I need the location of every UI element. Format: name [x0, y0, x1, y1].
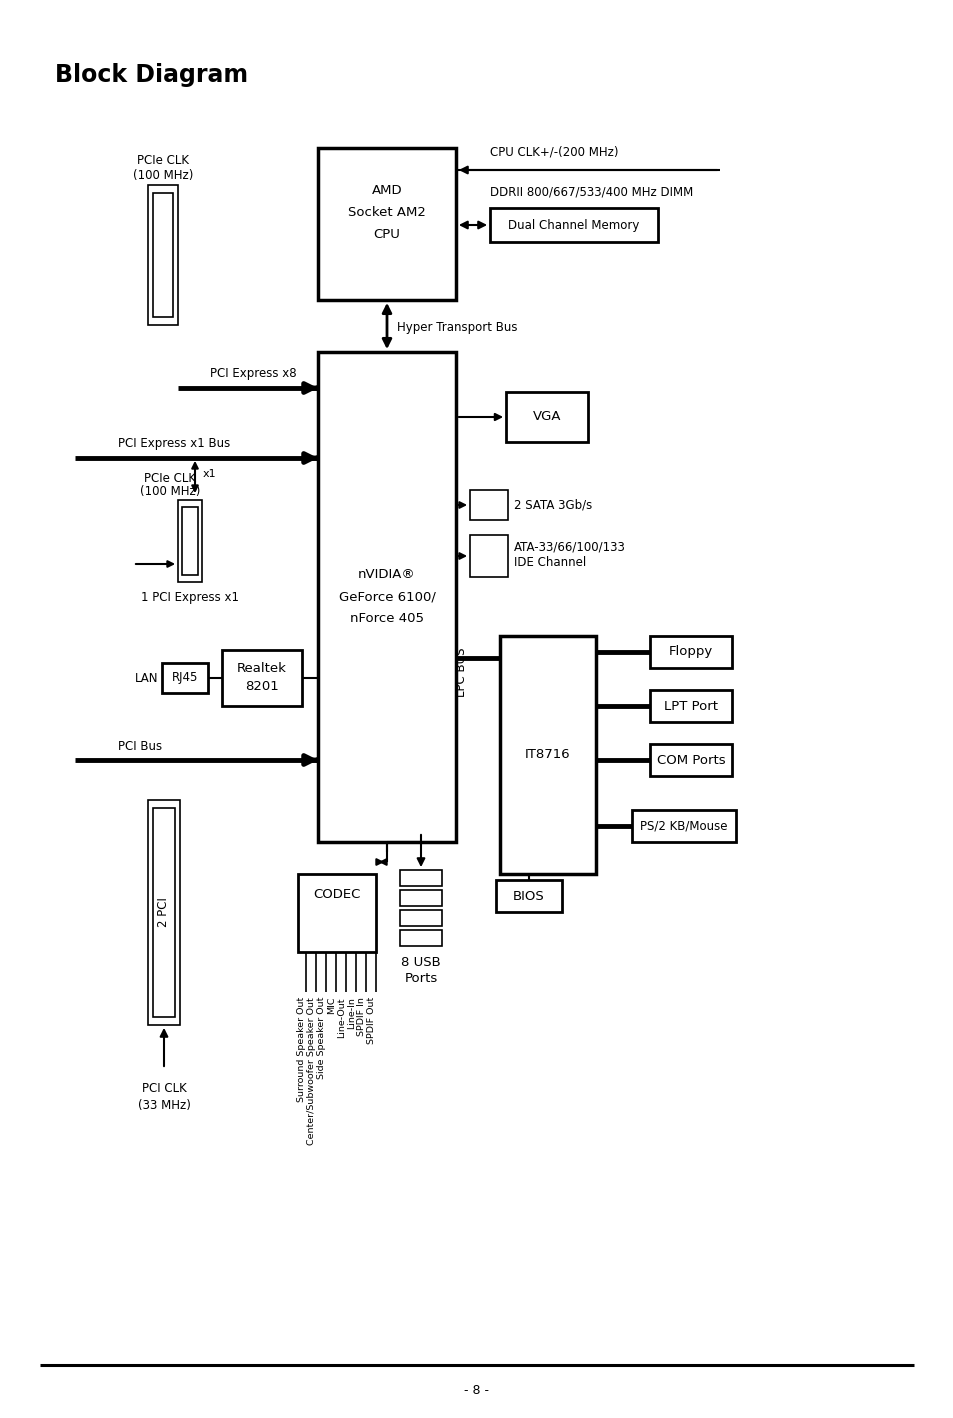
- Text: CODEC: CODEC: [313, 888, 360, 900]
- Bar: [222, 649, 302, 706]
- Text: IDE Channel: IDE Channel: [514, 556, 586, 570]
- Bar: [148, 184, 178, 325]
- Text: RJ45: RJ45: [172, 672, 198, 685]
- Bar: [178, 501, 202, 581]
- Text: Block Diagram: Block Diagram: [55, 62, 248, 86]
- Text: Realtek: Realtek: [236, 662, 287, 675]
- Text: PCI Bus: PCI Bus: [118, 740, 162, 753]
- Text: Center/Subwoofer Speaker Out: Center/Subwoofer Speaker Out: [307, 997, 315, 1144]
- Bar: [470, 491, 507, 520]
- Bar: [399, 891, 441, 906]
- Text: Socket AM2: Socket AM2: [348, 206, 425, 218]
- Text: Line-In: Line-In: [347, 997, 355, 1029]
- Bar: [152, 193, 172, 318]
- Text: Line-Out: Line-Out: [336, 997, 346, 1038]
- Text: Dual Channel Memory: Dual Channel Memory: [508, 218, 639, 231]
- Bar: [649, 691, 731, 722]
- Text: Floppy: Floppy: [668, 645, 713, 658]
- Text: BIOS: BIOS: [513, 889, 544, 902]
- Text: PCIe CLK: PCIe CLK: [137, 155, 189, 167]
- Text: 8201: 8201: [245, 679, 278, 692]
- Text: PCIe CLK: PCIe CLK: [144, 472, 195, 485]
- Text: Hyper Transport Bus: Hyper Transport Bus: [396, 322, 517, 335]
- Text: 2 SATA 3Gb/s: 2 SATA 3Gb/s: [514, 499, 592, 512]
- Text: Surround Speaker Out: Surround Speaker Out: [296, 997, 306, 1102]
- Bar: [399, 930, 441, 946]
- Bar: [182, 508, 198, 576]
- Text: CPU CLK+/-(200 MHz): CPU CLK+/-(200 MHz): [490, 146, 618, 159]
- Bar: [470, 535, 507, 577]
- Text: LPC BUS: LPC BUS: [455, 647, 468, 696]
- Bar: [162, 664, 208, 693]
- Bar: [317, 147, 456, 301]
- Text: VGA: VGA: [532, 410, 560, 424]
- Text: Ports: Ports: [404, 971, 437, 984]
- Text: x1: x1: [203, 469, 216, 479]
- Text: DDRII 800/667/533/400 MHz DIMM: DDRII 800/667/533/400 MHz DIMM: [490, 186, 693, 199]
- Text: SPDIF Out: SPDIF Out: [367, 997, 375, 1044]
- Bar: [317, 352, 456, 842]
- Text: nVIDIA®: nVIDIA®: [357, 569, 416, 581]
- Text: (100 MHz): (100 MHz): [132, 169, 193, 182]
- Text: ATA-33/66/100/133: ATA-33/66/100/133: [514, 540, 625, 553]
- Bar: [505, 391, 587, 442]
- Text: (100 MHz): (100 MHz): [140, 485, 200, 499]
- Bar: [649, 744, 731, 776]
- Text: GeForce 6100/: GeForce 6100/: [338, 590, 435, 604]
- Bar: [152, 808, 174, 1017]
- Bar: [297, 873, 375, 951]
- Text: - 8 -: - 8 -: [464, 1384, 489, 1397]
- Text: Side Speaker Out: Side Speaker Out: [316, 997, 326, 1079]
- Text: LAN: LAN: [134, 672, 158, 685]
- Text: LPT Port: LPT Port: [663, 699, 718, 712]
- Text: IT8716: IT8716: [525, 749, 570, 761]
- Bar: [399, 871, 441, 886]
- Text: PS/2 KB/Mouse: PS/2 KB/Mouse: [639, 820, 727, 832]
- Text: nForce 405: nForce 405: [350, 613, 423, 625]
- Text: PCI Express x1 Bus: PCI Express x1 Bus: [118, 438, 230, 451]
- Text: PCI CLK: PCI CLK: [141, 1082, 186, 1096]
- Text: MIC: MIC: [327, 997, 335, 1014]
- Text: (33 MHz): (33 MHz): [137, 1099, 191, 1112]
- Bar: [399, 910, 441, 926]
- Text: PCI Express x8: PCI Express x8: [210, 367, 296, 380]
- Bar: [490, 208, 658, 242]
- Text: 1 PCI Express x1: 1 PCI Express x1: [141, 591, 239, 604]
- Text: CPU: CPU: [374, 227, 400, 241]
- Text: AMD: AMD: [372, 183, 402, 197]
- Bar: [649, 637, 731, 668]
- Text: COM Ports: COM Ports: [656, 753, 724, 767]
- Text: SPDIF In: SPDIF In: [356, 997, 366, 1037]
- Text: 8 USB: 8 USB: [400, 956, 440, 968]
- Bar: [631, 810, 735, 842]
- Bar: [496, 881, 561, 912]
- Bar: [499, 637, 596, 873]
- Text: 2 PCI: 2 PCI: [157, 898, 171, 927]
- Bar: [148, 800, 180, 1025]
